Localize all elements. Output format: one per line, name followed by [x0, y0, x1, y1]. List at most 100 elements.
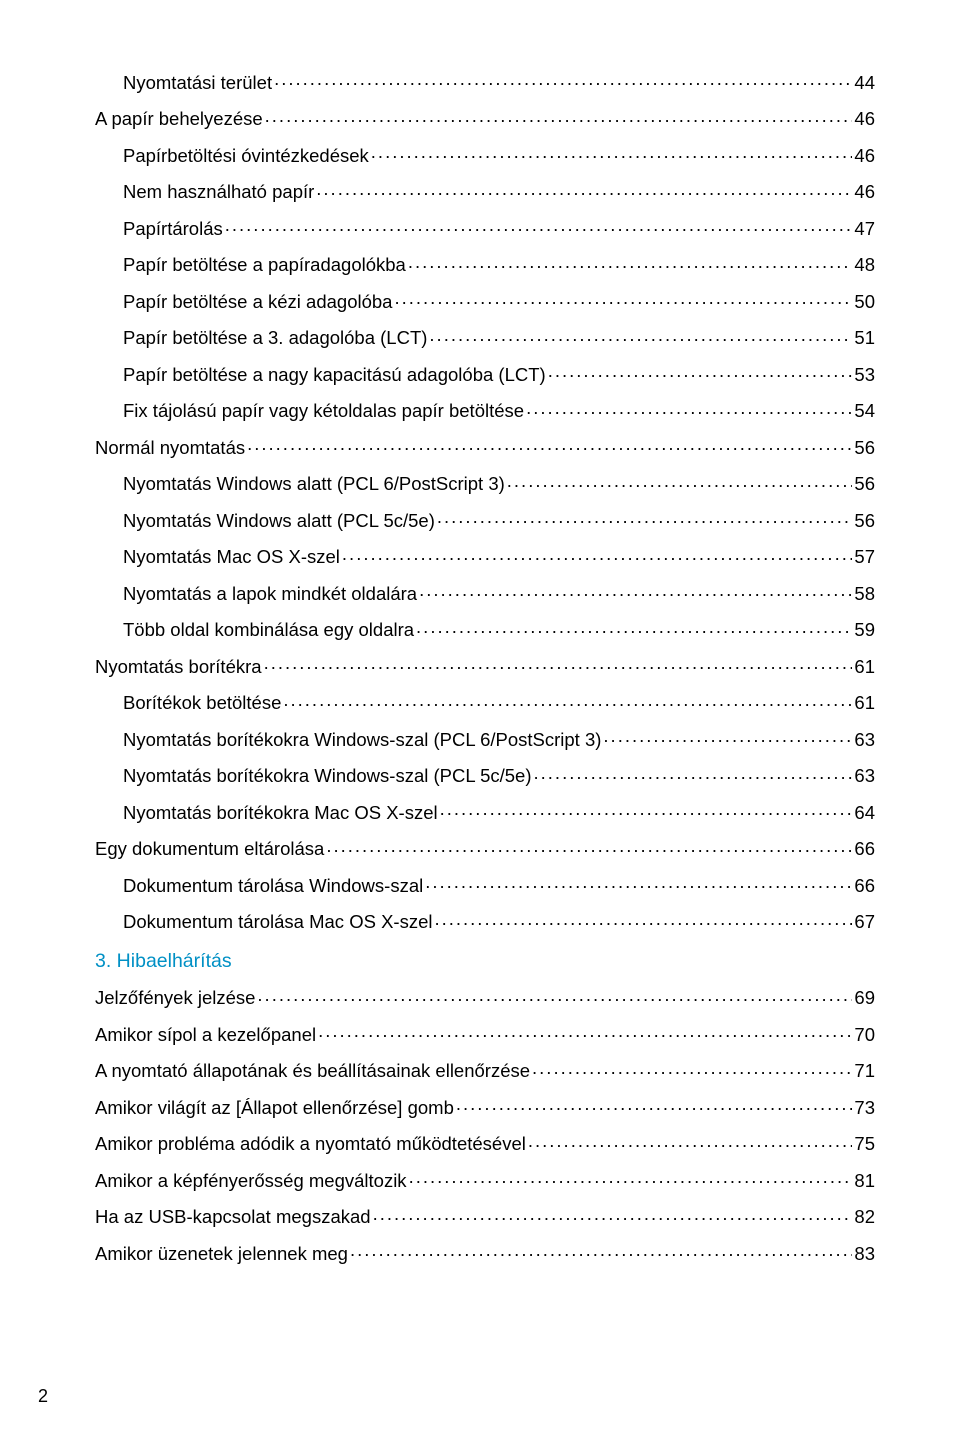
- toc-entry: Nyomtatás borítékokra Windows-szal (PCL …: [95, 764, 875, 786]
- toc-entry-page: 58: [854, 585, 875, 604]
- toc-dot-leader: [409, 1168, 853, 1187]
- toc-entry-page: 82: [854, 1208, 875, 1227]
- toc-dot-leader: [429, 326, 852, 345]
- toc-dot-leader: [408, 253, 853, 272]
- toc-entry-label: Amikor sípol a kezelőpanel: [95, 1026, 316, 1045]
- toc-dot-leader: [257, 986, 852, 1005]
- toc-entry-label: Papír betöltése a papíradagolókba: [123, 256, 406, 275]
- toc-entry-page: 63: [854, 767, 875, 786]
- toc-entry: Nyomtatás Windows alatt (PCL 5c/5e)56: [95, 508, 875, 530]
- toc-entry-page: 57: [854, 548, 875, 567]
- toc-entry: Nyomtatás Windows alatt (PCL 6/PostScrip…: [95, 472, 875, 494]
- toc-entry: Papírtárolás 47: [95, 216, 875, 238]
- toc-entry: Papír betöltése a nagy kapacitású adagol…: [95, 362, 875, 384]
- toc-entry-page: 51: [854, 329, 875, 348]
- toc-entry-label: Papír betöltése a 3. adagolóba (LCT): [123, 329, 427, 348]
- toc-entry-page: 53: [854, 366, 875, 385]
- toc-section-heading: 3. Hibaelhárítás: [95, 952, 875, 972]
- toc-entry-label: Jelzőfények jelzése: [95, 989, 255, 1008]
- toc-entry: Amikor a képfényerősség megváltozik 81: [95, 1168, 875, 1190]
- toc-entry: Nyomtatás borítékra61: [95, 654, 875, 676]
- toc-entry: Nyomtatás Mac OS X-szel57: [95, 545, 875, 567]
- toc-entry: Papír betöltése a papíradagolókba 48: [95, 253, 875, 275]
- toc-dot-leader: [532, 1059, 852, 1078]
- toc-entry-page: 56: [854, 439, 875, 458]
- toc-entry-page: 75: [854, 1135, 875, 1154]
- toc-entry-page: 71: [854, 1062, 875, 1081]
- toc-entry: Papír betöltése a kézi adagolóba50: [95, 289, 875, 311]
- toc-entry: Amikor sípol a kezelőpanel 70: [95, 1022, 875, 1044]
- toc-entry-page: 56: [854, 512, 875, 531]
- toc-entry-label: A nyomtató állapotának és beállításainak…: [95, 1062, 530, 1081]
- toc-dot-leader: [434, 910, 852, 929]
- toc-entry-label: Borítékok betöltése: [123, 694, 281, 713]
- toc-entry-label: Egy dokumentum eltárolása: [95, 840, 324, 859]
- toc-dot-leader: [528, 1132, 853, 1151]
- table-of-contents: Nyomtatási terület 44 A papír behelyezése4…: [95, 70, 875, 1278]
- toc-dot-leader: [350, 1241, 852, 1260]
- toc-dot-leader: [316, 180, 852, 199]
- toc-entry-page: 67: [854, 913, 875, 932]
- toc-entry-label: Nyomtatási terület: [123, 74, 272, 93]
- toc-entry: Több oldal kombinálása egy oldalra 59: [95, 618, 875, 640]
- toc-entry: Egy dokumentum eltárolása66: [95, 837, 875, 859]
- toc-dot-leader: [225, 216, 853, 235]
- toc-entry: Nem használható papír 46: [95, 180, 875, 202]
- toc-entry-page: 70: [854, 1026, 875, 1045]
- toc-entry-page: 64: [854, 804, 875, 823]
- toc-dot-leader: [342, 545, 853, 564]
- toc-entry-label: Nem használható papír: [123, 183, 314, 202]
- toc-entry: Nyomtatás borítékokra Windows-szal (PCL …: [95, 727, 875, 749]
- toc-entry-page: 83: [854, 1245, 875, 1264]
- toc-entry-page: 73: [854, 1099, 875, 1118]
- toc-dot-leader: [283, 691, 852, 710]
- toc-dot-leader: [247, 435, 852, 454]
- toc-entry-page: 59: [854, 621, 875, 640]
- toc-entry-label: Papírtárolás: [123, 220, 223, 239]
- toc-entry-label: Nyomtatás Windows alatt (PCL 6/PostScrip…: [123, 475, 505, 494]
- toc-entry: A nyomtató állapotának és beállításainak…: [95, 1059, 875, 1081]
- toc-entry-label: Nyomtatás borítékra: [95, 658, 262, 677]
- toc-dot-leader: [534, 764, 853, 783]
- toc-entry-label: Normál nyomtatás: [95, 439, 245, 458]
- toc-dot-leader: [416, 618, 852, 637]
- toc-entry: Amikor üzenetek jelennek meg83: [95, 1241, 875, 1263]
- toc-entry-page: 44: [854, 74, 875, 93]
- toc-dot-leader: [456, 1095, 853, 1114]
- toc-dot-leader: [507, 472, 853, 491]
- toc-entry-page: 46: [854, 183, 875, 202]
- toc-entry: Normál nyomtatás 56: [95, 435, 875, 457]
- document-page: Nyomtatási terület 44 A papír behelyezése4…: [0, 0, 960, 1455]
- toc-dot-leader: [419, 581, 852, 600]
- toc-dot-leader: [603, 727, 852, 746]
- toc-entry: Ha az USB-kapcsolat megszakad 82: [95, 1205, 875, 1227]
- toc-entry-page: 69: [854, 989, 875, 1008]
- toc-entry: Amikor világít az [Állapot ellenőrzése] …: [95, 1095, 875, 1117]
- toc-dot-leader: [373, 1205, 853, 1224]
- toc-entry-label: Amikor a képfényerősség megváltozik: [95, 1172, 407, 1191]
- toc-dot-leader: [425, 873, 852, 892]
- toc-entry-label: Dokumentum tárolása Windows-szal: [123, 877, 423, 896]
- toc-dot-leader: [265, 107, 853, 126]
- toc-entry-label: Több oldal kombinálása egy oldalra: [123, 621, 414, 640]
- toc-entry-label: Nyomtatás borítékokra Windows-szal (PCL …: [123, 767, 532, 786]
- toc-entry: Borítékok betöltése 61: [95, 691, 875, 713]
- toc-entry: Papírbetöltési óvintézkedések46: [95, 143, 875, 165]
- toc-entry: Jelzőfények jelzése 69: [95, 986, 875, 1008]
- toc-entry-label: Ha az USB-kapcsolat megszakad: [95, 1208, 371, 1227]
- toc-entry-page: 54: [854, 402, 875, 421]
- toc-entry-page: 47: [854, 220, 875, 239]
- toc-entry: Nyomtatás borítékokra Mac OS X-szel 64: [95, 800, 875, 822]
- toc-dot-leader: [318, 1022, 852, 1041]
- toc-entry: Nyomtatási terület 44: [95, 70, 875, 92]
- toc-entry-page: 48: [854, 256, 875, 275]
- toc-dot-leader: [274, 70, 852, 89]
- toc-entry-label: Papír betöltése a kézi adagolóba: [123, 293, 392, 312]
- toc-entry: A papír behelyezése46: [95, 107, 875, 129]
- toc-entry-label: Amikor világít az [Állapot ellenőrzése] …: [95, 1099, 454, 1118]
- toc-entry-page: 81: [854, 1172, 875, 1191]
- toc-entry-page: 63: [854, 731, 875, 750]
- toc-entry-page: 61: [854, 694, 875, 713]
- toc-entry-label: Nyomtatás borítékokra Mac OS X-szel: [123, 804, 438, 823]
- toc-entry-page: 56: [854, 475, 875, 494]
